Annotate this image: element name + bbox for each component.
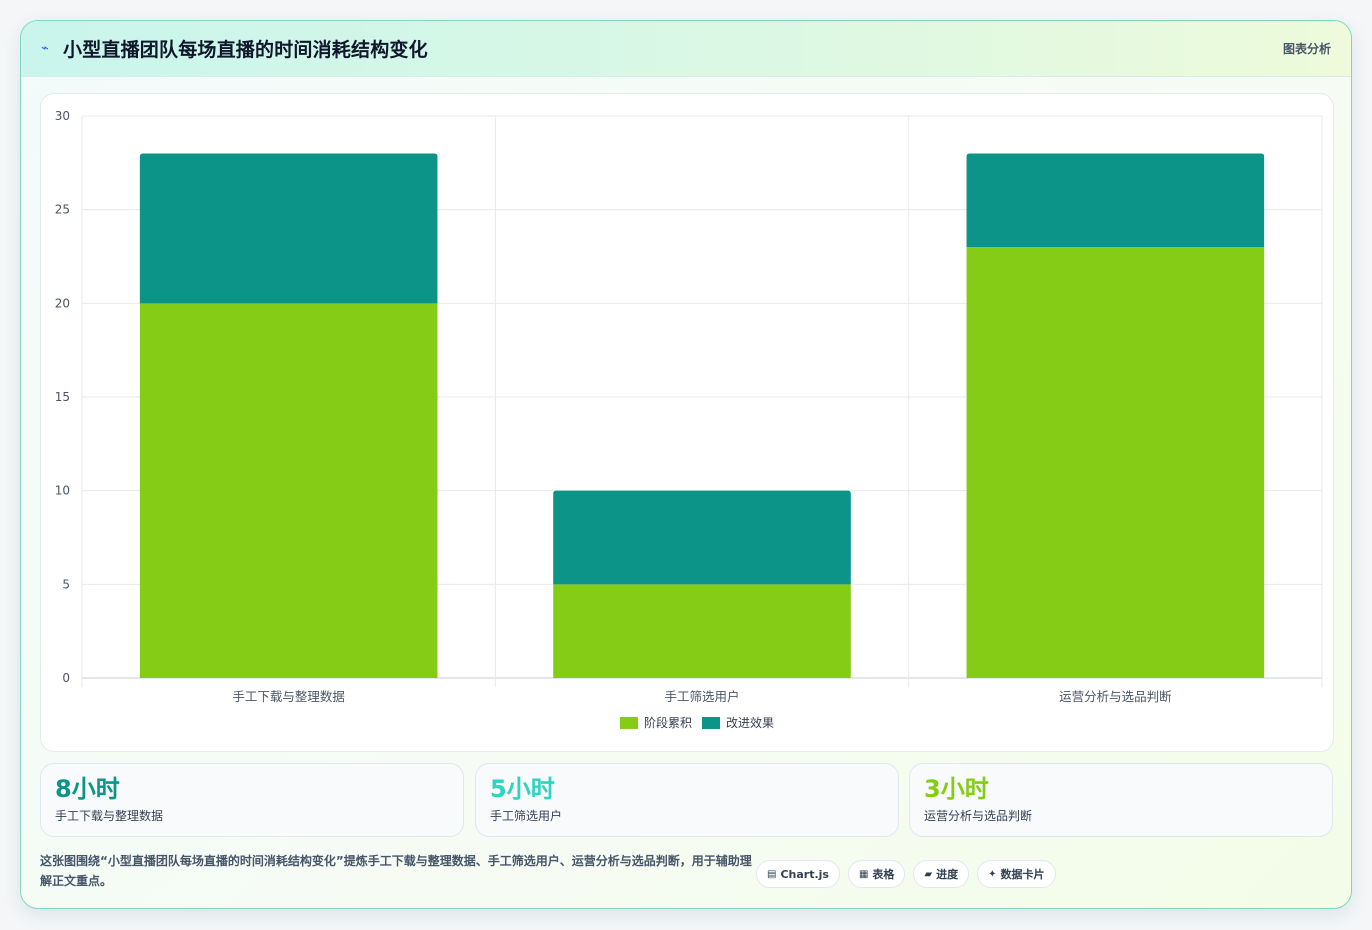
pill-label: 表格 bbox=[872, 868, 895, 881]
stat-label: 手工筛选用户 bbox=[490, 809, 563, 823]
page-title: 小型直播团队每场直播的时间消耗结构变化 bbox=[63, 39, 428, 61]
stat-card-download: 8小时 手工下载与整理数据 bbox=[40, 763, 464, 837]
legend-label: 阶段累积 bbox=[644, 715, 692, 730]
bar-segment bbox=[139, 153, 438, 304]
bar-segment bbox=[553, 490, 851, 585]
pill-label: Chart.js bbox=[780, 867, 829, 881]
stat-value: 5小时 bbox=[490, 775, 555, 803]
chart-description: 这张图围绕“小型直播团队每场直播的时间消耗结构变化”提炼手工下载与整理数据、手工… bbox=[40, 854, 752, 888]
stat-card-analysis: 3小时 运营分析与选品判断 bbox=[909, 763, 1333, 837]
pill-label: 进度 bbox=[936, 868, 959, 881]
pill-table[interactable]: ▦ 表格 bbox=[847, 860, 906, 888]
title-wrap: ⌁ 小型直播团队每场直播的时间消耗结构变化 bbox=[41, 35, 428, 62]
bar-segment bbox=[966, 247, 1265, 678]
bar-segment bbox=[139, 303, 438, 678]
stats-row: 8小时 手工下载与整理数据 5小时 手工筛选用户 3小时 运营分析与选品判断 bbox=[40, 763, 1334, 837]
y-tick-label: 10 bbox=[55, 484, 70, 498]
pill-chartjs[interactable]: ▤ Chart.js bbox=[756, 860, 840, 888]
pill-progress[interactable]: ▰ 进度 bbox=[913, 860, 970, 888]
pill-data-cards[interactable]: ✦ 数据卡片 bbox=[977, 860, 1056, 888]
y-tick-label: 5 bbox=[62, 577, 70, 591]
progress-icon: ▰ bbox=[924, 868, 933, 880]
legend-swatch bbox=[620, 717, 638, 729]
y-tick-label: 20 bbox=[55, 296, 70, 310]
feature-pills: ▤ Chart.js ▦ 表格 ▰ 进度 ✦ 数据卡片 bbox=[756, 860, 1056, 888]
chart-panel: 0 5 10 15 20 25 30 手工下载与整理数据 手工筛选用户 运营分析与选品判断阶段累积… bbox=[40, 93, 1334, 752]
x-tick-label: 手工下载与整理数据 bbox=[232, 689, 345, 704]
card-header: ⌁ 小型直播团队每场直播的时间消耗结构变化 图表分析 bbox=[21, 21, 1351, 77]
bar-segment bbox=[966, 153, 1265, 248]
legend-swatch bbox=[702, 717, 720, 729]
y-tick-label: 30 bbox=[55, 109, 70, 123]
legend-label: 改进效果 bbox=[726, 715, 774, 730]
y-tick-label: 15 bbox=[55, 390, 70, 404]
table-icon: ▦ bbox=[858, 868, 869, 880]
y-tick-label: 25 bbox=[55, 203, 70, 217]
pill-label: 数据卡片 bbox=[1000, 868, 1045, 881]
y-tick-label: 0 bbox=[62, 671, 70, 685]
stat-label: 运营分析与选品判断 bbox=[924, 809, 1033, 823]
chart-analysis-tag: 图表分析 bbox=[1282, 42, 1331, 56]
stat-card-filter: 5小时 手工筛选用户 bbox=[475, 763, 899, 837]
stat-value: 3小时 bbox=[924, 775, 989, 803]
x-tick-label: 手工筛选用户 bbox=[664, 689, 739, 704]
stat-label: 手工下载与整理数据 bbox=[55, 809, 164, 823]
sparkle-icon: ✦ bbox=[988, 868, 997, 880]
stacked-bar-chart: 0 5 10 15 20 25 30 手工下载与整理数据 手工筛选用户 运营分析与选品判断阶段累积… bbox=[55, 109, 1323, 730]
x-tick-label: 运营分析与选品判断 bbox=[1059, 689, 1172, 704]
stat-value: 8小时 bbox=[55, 775, 120, 803]
card-footer: 这张图围绕“小型直播团队每场直播的时间消耗结构变化”提炼手工下载与整理数据、手工… bbox=[40, 851, 1334, 895]
chart-icon: ▤ bbox=[767, 868, 777, 880]
lightning-icon: ⌁ bbox=[41, 41, 49, 56]
bar-segment bbox=[553, 584, 851, 678]
chart-card: ⌁ 小型直播团队每场直播的时间消耗结构变化 图表分析 0 5 10 15 20 25 30 手… bbox=[20, 20, 1352, 909]
